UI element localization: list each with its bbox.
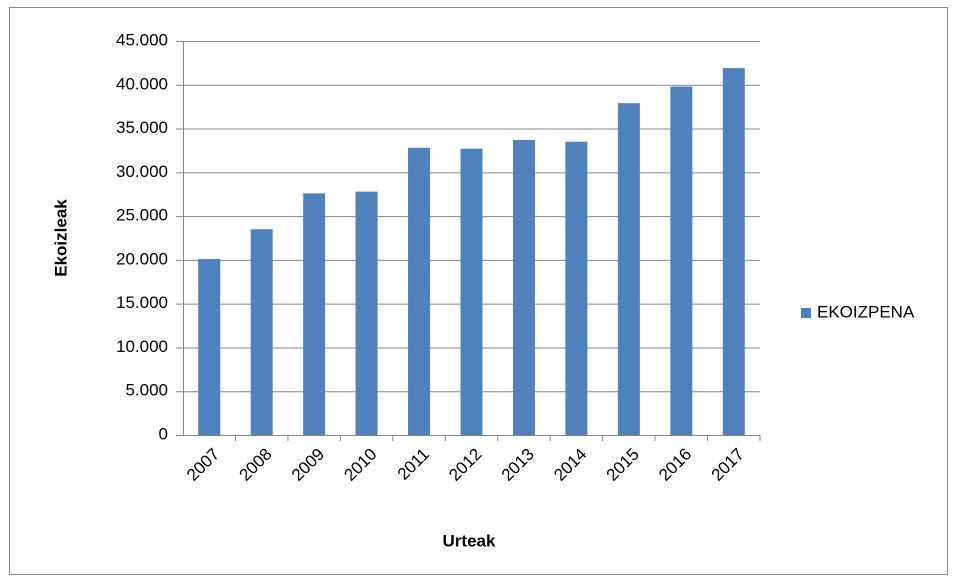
bar bbox=[250, 229, 273, 435]
y-tick-label: 45.000 bbox=[116, 30, 168, 49]
y-tick-label: 10.000 bbox=[116, 337, 168, 356]
legend-label: EKOIZPENA bbox=[817, 302, 915, 321]
bar bbox=[355, 191, 378, 435]
y-tick-label: 25.000 bbox=[116, 206, 168, 225]
bar bbox=[408, 147, 431, 435]
bar bbox=[722, 68, 745, 436]
bar bbox=[460, 148, 483, 435]
y-tick-label: 20.000 bbox=[116, 249, 168, 268]
y-tick-label: 5.000 bbox=[125, 381, 168, 400]
y-axis-title: Ekoizleak bbox=[51, 199, 70, 277]
bar bbox=[617, 103, 640, 436]
y-tick-label: 0 bbox=[159, 424, 168, 443]
y-tick-label: 30.000 bbox=[116, 162, 168, 181]
x-axis-title: Urteak bbox=[443, 531, 496, 550]
bar bbox=[198, 259, 221, 435]
y-tick-label: 40.000 bbox=[116, 74, 168, 93]
legend-swatch bbox=[801, 308, 811, 318]
bar bbox=[565, 141, 588, 435]
y-tick-label: 35.000 bbox=[116, 118, 168, 137]
bar bbox=[512, 139, 535, 435]
bar bbox=[670, 86, 693, 435]
bar bbox=[303, 193, 326, 435]
y-tick-label: 15.000 bbox=[116, 293, 168, 312]
